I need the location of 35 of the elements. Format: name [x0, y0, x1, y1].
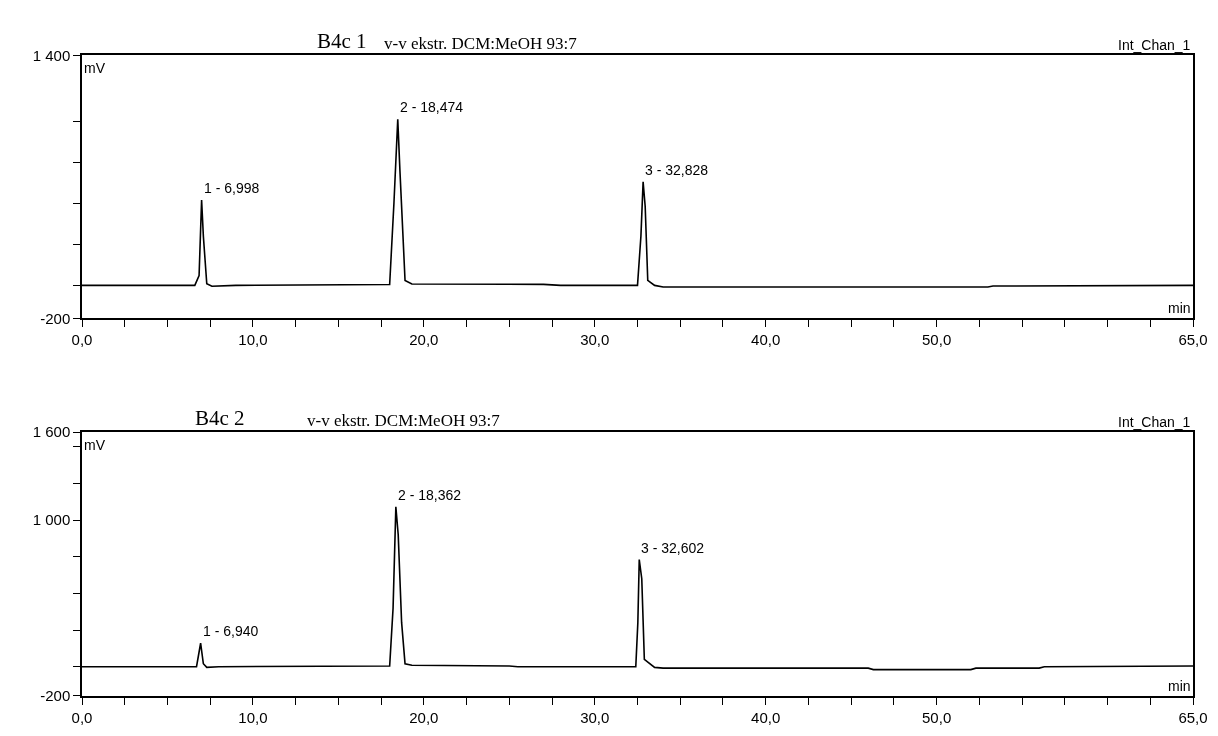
annotation: 3 - 32,602	[641, 540, 705, 556]
x-tick-label: 65,0	[1178, 331, 1208, 348]
x-tick-label: 30,0	[580, 331, 610, 348]
x-axis-title: min	[1168, 678, 1191, 694]
x-tick-label: 50,0	[922, 331, 952, 348]
x-tick-label: 0,0	[71, 331, 93, 348]
annotation: 1 - 6,940	[203, 623, 259, 639]
annotation: 2 - 18,474	[400, 99, 464, 115]
x-tick-label: 40,0	[751, 331, 781, 348]
x-tick-label: 40,0	[751, 708, 781, 726]
chart-title: B4c 2	[195, 406, 245, 430]
annotation: 3 - 32,828	[645, 162, 709, 178]
x-tick-label: 30,0	[580, 708, 610, 726]
y-tick-label: 1 400	[32, 46, 71, 64]
x-tick-label: 20,0	[409, 708, 439, 726]
chart-title: B4c 1	[317, 29, 367, 53]
y-tick-label: -200	[40, 687, 71, 705]
chart-subtitle: v-v ekstr. DCM:MeOH 93:7	[384, 34, 578, 53]
x-tick-label: 10,0	[238, 331, 268, 348]
x-tick-label: 0,0	[71, 708, 93, 726]
text: Int_Chan_1	[1118, 37, 1191, 53]
x-tick-label: 20,0	[409, 331, 439, 348]
y-tick-label: 1 600	[32, 423, 71, 441]
text: Int_Chan_1	[1118, 414, 1191, 430]
y-axis-title: mV	[84, 60, 106, 76]
y-tick-label: 1 000	[32, 511, 71, 529]
x-tick-label: 65,0	[1178, 708, 1208, 726]
y-axis-title: mV	[84, 437, 106, 453]
x-axis-title: min	[1168, 300, 1191, 316]
y-tick-label: -200	[40, 309, 71, 327]
x-tick-label: 10,0	[238, 708, 268, 726]
x-tick-label: 50,0	[922, 708, 952, 726]
annotation: 1 - 6,998	[204, 180, 260, 196]
chart-subtitle: v-v ekstr. DCM:MeOH 93:7	[307, 411, 501, 430]
annotation: 2 - 18,362	[398, 487, 462, 503]
